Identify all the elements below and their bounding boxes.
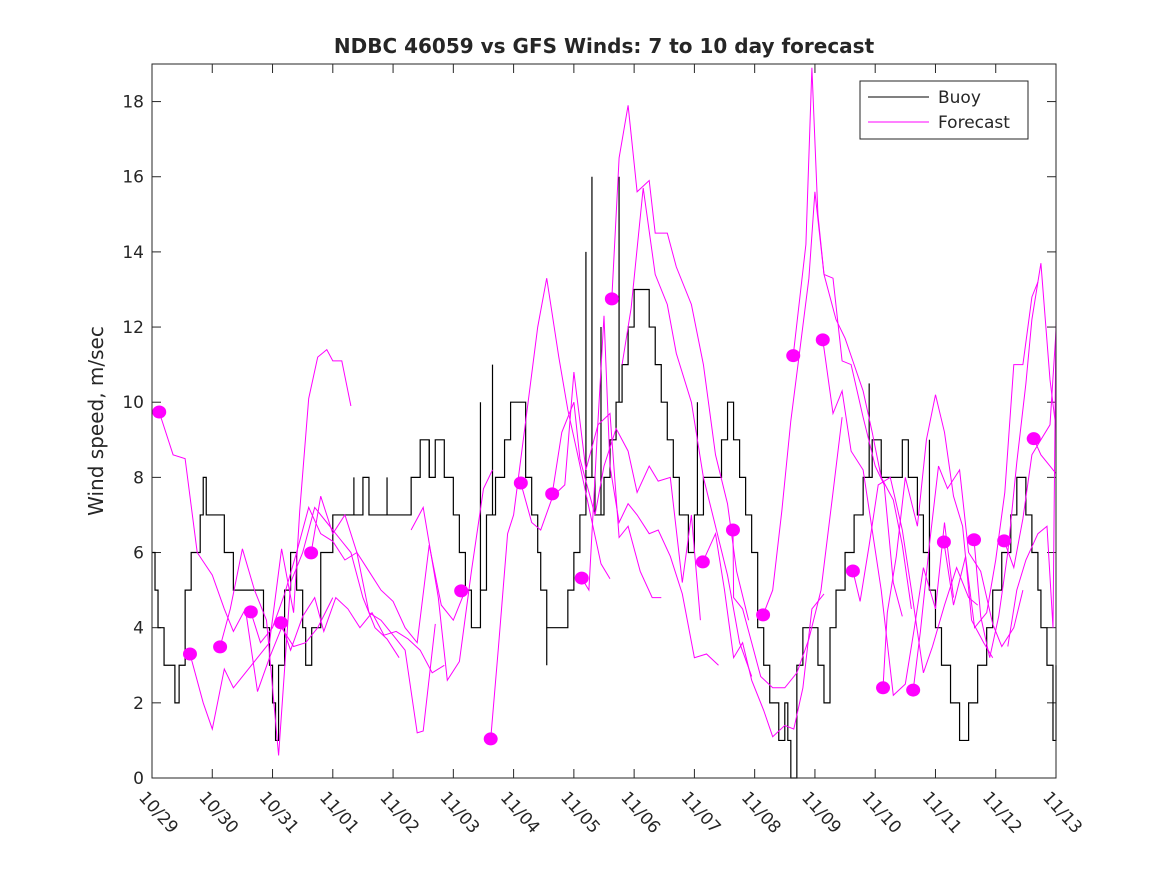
y-tick-label: 8 <box>133 468 144 488</box>
forecast-start-marker <box>213 640 228 654</box>
forecast-start-marker <box>545 487 560 501</box>
y-tick-label: 16 <box>122 168 144 188</box>
forecast-line <box>1003 330 1057 570</box>
chart-title: NDBC 46059 vs GFS Winds: 7 to 10 day for… <box>334 34 875 58</box>
forecast-start-marker <box>786 349 801 363</box>
x-tick-label: 11/05 <box>556 788 604 838</box>
forecast-line <box>189 348 352 732</box>
x-tick-label: 10/30 <box>195 788 243 838</box>
x-tick-label: 10/29 <box>134 788 182 838</box>
x-tick-label: 11/04 <box>496 788 544 838</box>
x-tick-label: 11/03 <box>436 788 484 838</box>
forecast-start-marker <box>273 616 288 630</box>
y-tick-label: 12 <box>122 318 144 338</box>
forecast-start-marker <box>604 292 619 306</box>
forecast-line <box>581 315 719 666</box>
x-tick-label: 11/02 <box>375 788 423 838</box>
forecast-start-marker <box>243 605 258 619</box>
x-tick-label: 11/13 <box>1038 788 1086 838</box>
forecast-start-marker <box>182 647 197 661</box>
forecast-line <box>621 187 753 677</box>
legend-forecast-label: Forecast <box>938 113 1010 133</box>
forecast-line <box>520 372 662 599</box>
x-tick-label: 11/11 <box>918 788 966 838</box>
legend: Buoy Forecast <box>859 80 1029 140</box>
forecast-start-marker <box>483 732 498 746</box>
forecast-line <box>551 402 701 621</box>
x-tick-label: 11/08 <box>737 788 785 838</box>
y-tick-label: 4 <box>133 619 144 639</box>
x-tick-label: 11/06 <box>616 788 664 838</box>
forecast-start-marker <box>967 533 982 547</box>
y-tick-label: 10 <box>122 393 144 413</box>
forecast-line <box>762 191 903 617</box>
forecast-start-marker <box>454 584 469 598</box>
forecast-line <box>852 476 979 673</box>
x-tick-label: 11/09 <box>797 788 845 838</box>
forecast-line <box>822 339 954 697</box>
y-tick-label: 14 <box>122 243 144 263</box>
forecast-start-marker <box>906 683 921 697</box>
forecast-start-marker <box>1026 432 1041 446</box>
forecast-line <box>250 505 436 734</box>
x-tick-label: 11/01 <box>315 788 363 838</box>
plot-area <box>152 64 1056 778</box>
y-tick-label: 18 <box>122 93 144 113</box>
forecast-line <box>1033 438 1057 474</box>
forecast-start-marker <box>152 405 167 419</box>
y-axis-label: Wind speed, m/sec <box>84 326 108 516</box>
legend-box <box>859 80 1029 140</box>
x-tick-label: 11/10 <box>857 788 905 838</box>
forecast-line <box>280 596 445 674</box>
forecast-line <box>611 105 750 621</box>
x-tick-label: 11/07 <box>677 788 725 838</box>
forecast-start-marker <box>845 564 860 578</box>
x-tick-label: 11/12 <box>978 788 1026 838</box>
forecast-line <box>732 417 843 689</box>
forecast-line <box>310 496 466 644</box>
forecast-start-marker <box>304 546 319 560</box>
forecast-start-marker <box>936 535 951 549</box>
forecast-line <box>792 67 912 609</box>
forecast-start-marker <box>695 555 710 569</box>
forecast-line <box>912 465 1024 691</box>
forecast-line <box>943 281 1039 629</box>
plot-frame <box>151 63 1057 779</box>
x-tick-label: 10/31 <box>255 788 303 838</box>
forecast-start-marker <box>876 681 891 695</box>
legend-buoy-label: Buoy <box>938 88 981 108</box>
forecast-line <box>1007 319 1057 647</box>
forecast-line <box>490 278 611 739</box>
forecast-line <box>882 394 994 688</box>
forecast-start-marker <box>997 534 1012 548</box>
forecast-line <box>702 531 825 738</box>
y-tick-label: 0 <box>133 769 144 789</box>
forecast-start-marker <box>574 571 589 585</box>
forecast-start-marker <box>756 608 771 622</box>
forecast-start-marker <box>815 333 830 347</box>
forecast-line <box>973 263 1057 658</box>
forecast-start-marker <box>513 476 528 490</box>
forecast-line <box>410 469 493 682</box>
y-tick-label: 2 <box>133 694 144 714</box>
y-tick-label: 6 <box>133 544 144 564</box>
forecast-start-marker <box>725 523 740 537</box>
